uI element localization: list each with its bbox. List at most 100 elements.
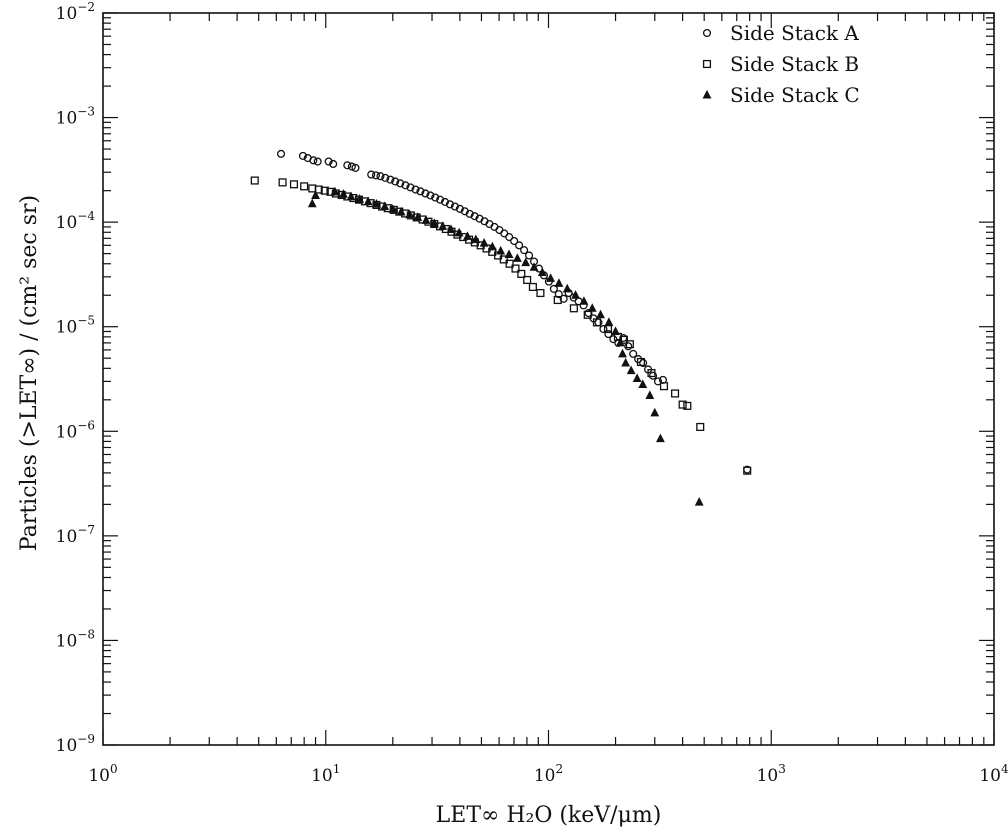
data-point-circle (505, 233, 514, 242)
data-point-circle (401, 181, 410, 190)
x-tick-label: 104 (979, 762, 1008, 786)
data-point-triangle (330, 186, 340, 196)
data-point-triangle (604, 317, 614, 326)
data-point-circle (520, 246, 529, 255)
data-point-triangle (311, 190, 320, 199)
data-point-triangle (463, 231, 472, 240)
data-point-square (553, 295, 562, 305)
data-point-square (743, 466, 752, 475)
data-point-triangle (621, 357, 631, 367)
data-point-circle (367, 170, 376, 179)
data-point-triangle (496, 245, 506, 255)
data-point-square (583, 310, 592, 319)
data-point-circle (396, 179, 405, 188)
data-point-triangle (338, 189, 348, 198)
data-point-circle (653, 377, 663, 386)
legend-marker-square (702, 59, 712, 69)
data-point-triangle (471, 234, 481, 244)
series-square (250, 176, 752, 475)
data-point-triangle (694, 497, 704, 506)
data-point-circle (347, 162, 356, 171)
data-point-circle (313, 157, 322, 166)
data-point-square (511, 264, 520, 273)
data-point-circle (436, 195, 445, 204)
data-point-triangle (521, 257, 531, 267)
data-point-triangle (396, 206, 406, 216)
data-point-circle (343, 161, 352, 170)
data-point-circle (510, 236, 519, 246)
data-point-triangle (537, 267, 547, 276)
data-point-triangle (454, 227, 464, 237)
data-point-square (308, 184, 317, 193)
data-point-circle (648, 371, 658, 380)
data-point-square (683, 401, 692, 410)
data-point-circle (298, 151, 307, 160)
data-point-triangle (372, 198, 381, 208)
data-point-triangle (618, 348, 627, 358)
data-point-square (528, 282, 537, 292)
y-tick-labels: 10−9 10−8 10−7 10−6 10−5 10−4 10−3 10−2 (56, 0, 96, 756)
data-point-circle (381, 173, 390, 182)
data-point-triangle (446, 224, 456, 234)
data-point-triangle (529, 262, 539, 271)
x-tick-label: 102 (534, 762, 563, 786)
data-point-square (678, 400, 687, 409)
data-point-triangle (611, 326, 620, 335)
y-tick-label: 10−5 (56, 314, 95, 338)
data-point-triangle (363, 196, 373, 206)
plot-frame (102, 12, 995, 746)
data-point-square (250, 176, 259, 185)
legend-label: Side Stack B (730, 52, 859, 76)
data-point-circle (629, 349, 638, 358)
data-point-triangle (638, 379, 648, 389)
data-point-circle (421, 189, 430, 198)
data-point-square (696, 422, 705, 432)
data-point-square (314, 185, 323, 194)
y-tick-label: 10−8 (56, 627, 95, 651)
data-point-square (505, 259, 514, 268)
data-point-circle (445, 200, 454, 209)
data-point-triangle (655, 433, 665, 443)
data-point-square (517, 269, 526, 278)
data-point-circle (277, 149, 286, 158)
data-point-circle (406, 183, 415, 192)
data-point-square (569, 304, 578, 313)
data-point-circle (525, 251, 534, 260)
data-point-circle (450, 202, 459, 211)
y-tick-label: 10−7 (56, 523, 95, 547)
data-point-triangle (562, 283, 572, 293)
data-point-circle (584, 309, 593, 318)
data-point-square (671, 389, 680, 398)
data-point-circle (609, 335, 618, 344)
y-tick-label: 10−6 (56, 418, 95, 442)
data-point-square (320, 186, 329, 195)
data-point-triangle (596, 309, 605, 319)
data-point-circle (386, 175, 395, 184)
data-point-triangle (487, 241, 497, 251)
data-point-circle (329, 159, 338, 169)
data-point-circle (440, 197, 450, 206)
data-point-square (499, 255, 508, 264)
data-point-circle (639, 358, 648, 368)
y-tick-label: 10−4 (56, 209, 96, 233)
data-point-square (647, 369, 656, 378)
data-point-circle (431, 193, 440, 202)
data-point-square (636, 357, 645, 367)
data-point-circle (416, 187, 425, 196)
x-tick-label: 101 (311, 762, 340, 786)
legend-label: Side Stack A (730, 21, 859, 45)
data-point-square (523, 275, 532, 285)
data-point-square (300, 182, 309, 191)
legend-label: Side Stack C (730, 83, 860, 107)
data-point-square (536, 288, 545, 298)
data-point-triangle (429, 218, 439, 228)
data-point-triangle (512, 253, 522, 262)
data-point-circle (324, 157, 333, 166)
data-point-triangle (626, 365, 636, 375)
data-point-triangle (380, 201, 390, 211)
data-points (250, 149, 752, 506)
data-point-triangle (405, 209, 415, 219)
data-point-triangle (504, 249, 514, 259)
data-point-triangle (571, 290, 580, 299)
